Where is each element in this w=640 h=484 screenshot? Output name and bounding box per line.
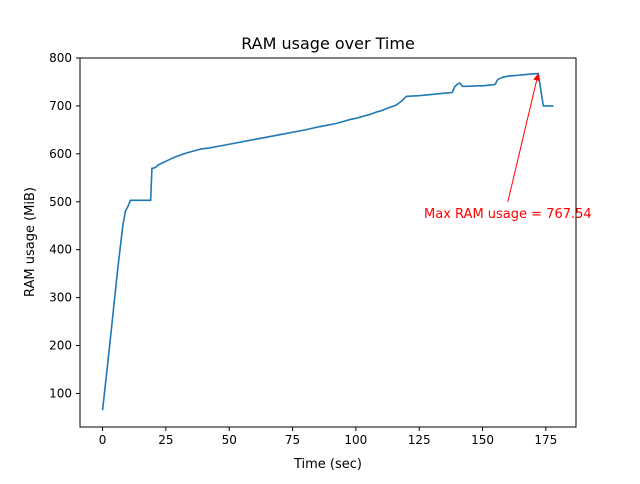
axes-frame xyxy=(79,57,577,428)
max-annotation: Max RAM usage = 767.54 xyxy=(424,73,592,222)
x-tick-label: 150 xyxy=(471,433,494,447)
y-tick-label: 500 xyxy=(49,195,72,209)
y-tick-label: 300 xyxy=(49,291,72,305)
x-tick-label: 175 xyxy=(534,433,557,447)
annotation-arrowhead xyxy=(533,73,541,82)
chart-title: RAM usage over Time xyxy=(241,34,415,53)
x-tick-label: 0 xyxy=(99,433,107,447)
ram-usage-series-line xyxy=(101,72,554,411)
y-tick-label: 700 xyxy=(49,99,72,113)
y-tick-label: 400 xyxy=(49,243,72,257)
x-tick-label: 100 xyxy=(344,433,367,447)
x-axis: 0 25 50 75 100 125 150 175 xyxy=(99,427,557,447)
x-tick-label: 125 xyxy=(408,433,431,447)
x-tick-label: 50 xyxy=(222,433,237,447)
plot-area xyxy=(101,72,554,411)
x-tick-label: 25 xyxy=(158,433,173,447)
annotation-arrow xyxy=(507,80,538,202)
y-tick-label: 200 xyxy=(49,339,72,353)
max-annotation-label: Max RAM usage = 767.54 xyxy=(424,207,592,222)
x-tick-label: 75 xyxy=(285,433,300,447)
y-tick-label: 600 xyxy=(49,147,72,161)
y-tick-label: 100 xyxy=(49,386,72,400)
y-axis: 100 200 300 400 500 600 700 800 xyxy=(49,51,80,400)
y-axis-label: RAM usage (MiB) xyxy=(23,187,38,297)
y-tick-label: 800 xyxy=(49,51,72,65)
x-axis-label: Time (sec) xyxy=(293,457,362,472)
